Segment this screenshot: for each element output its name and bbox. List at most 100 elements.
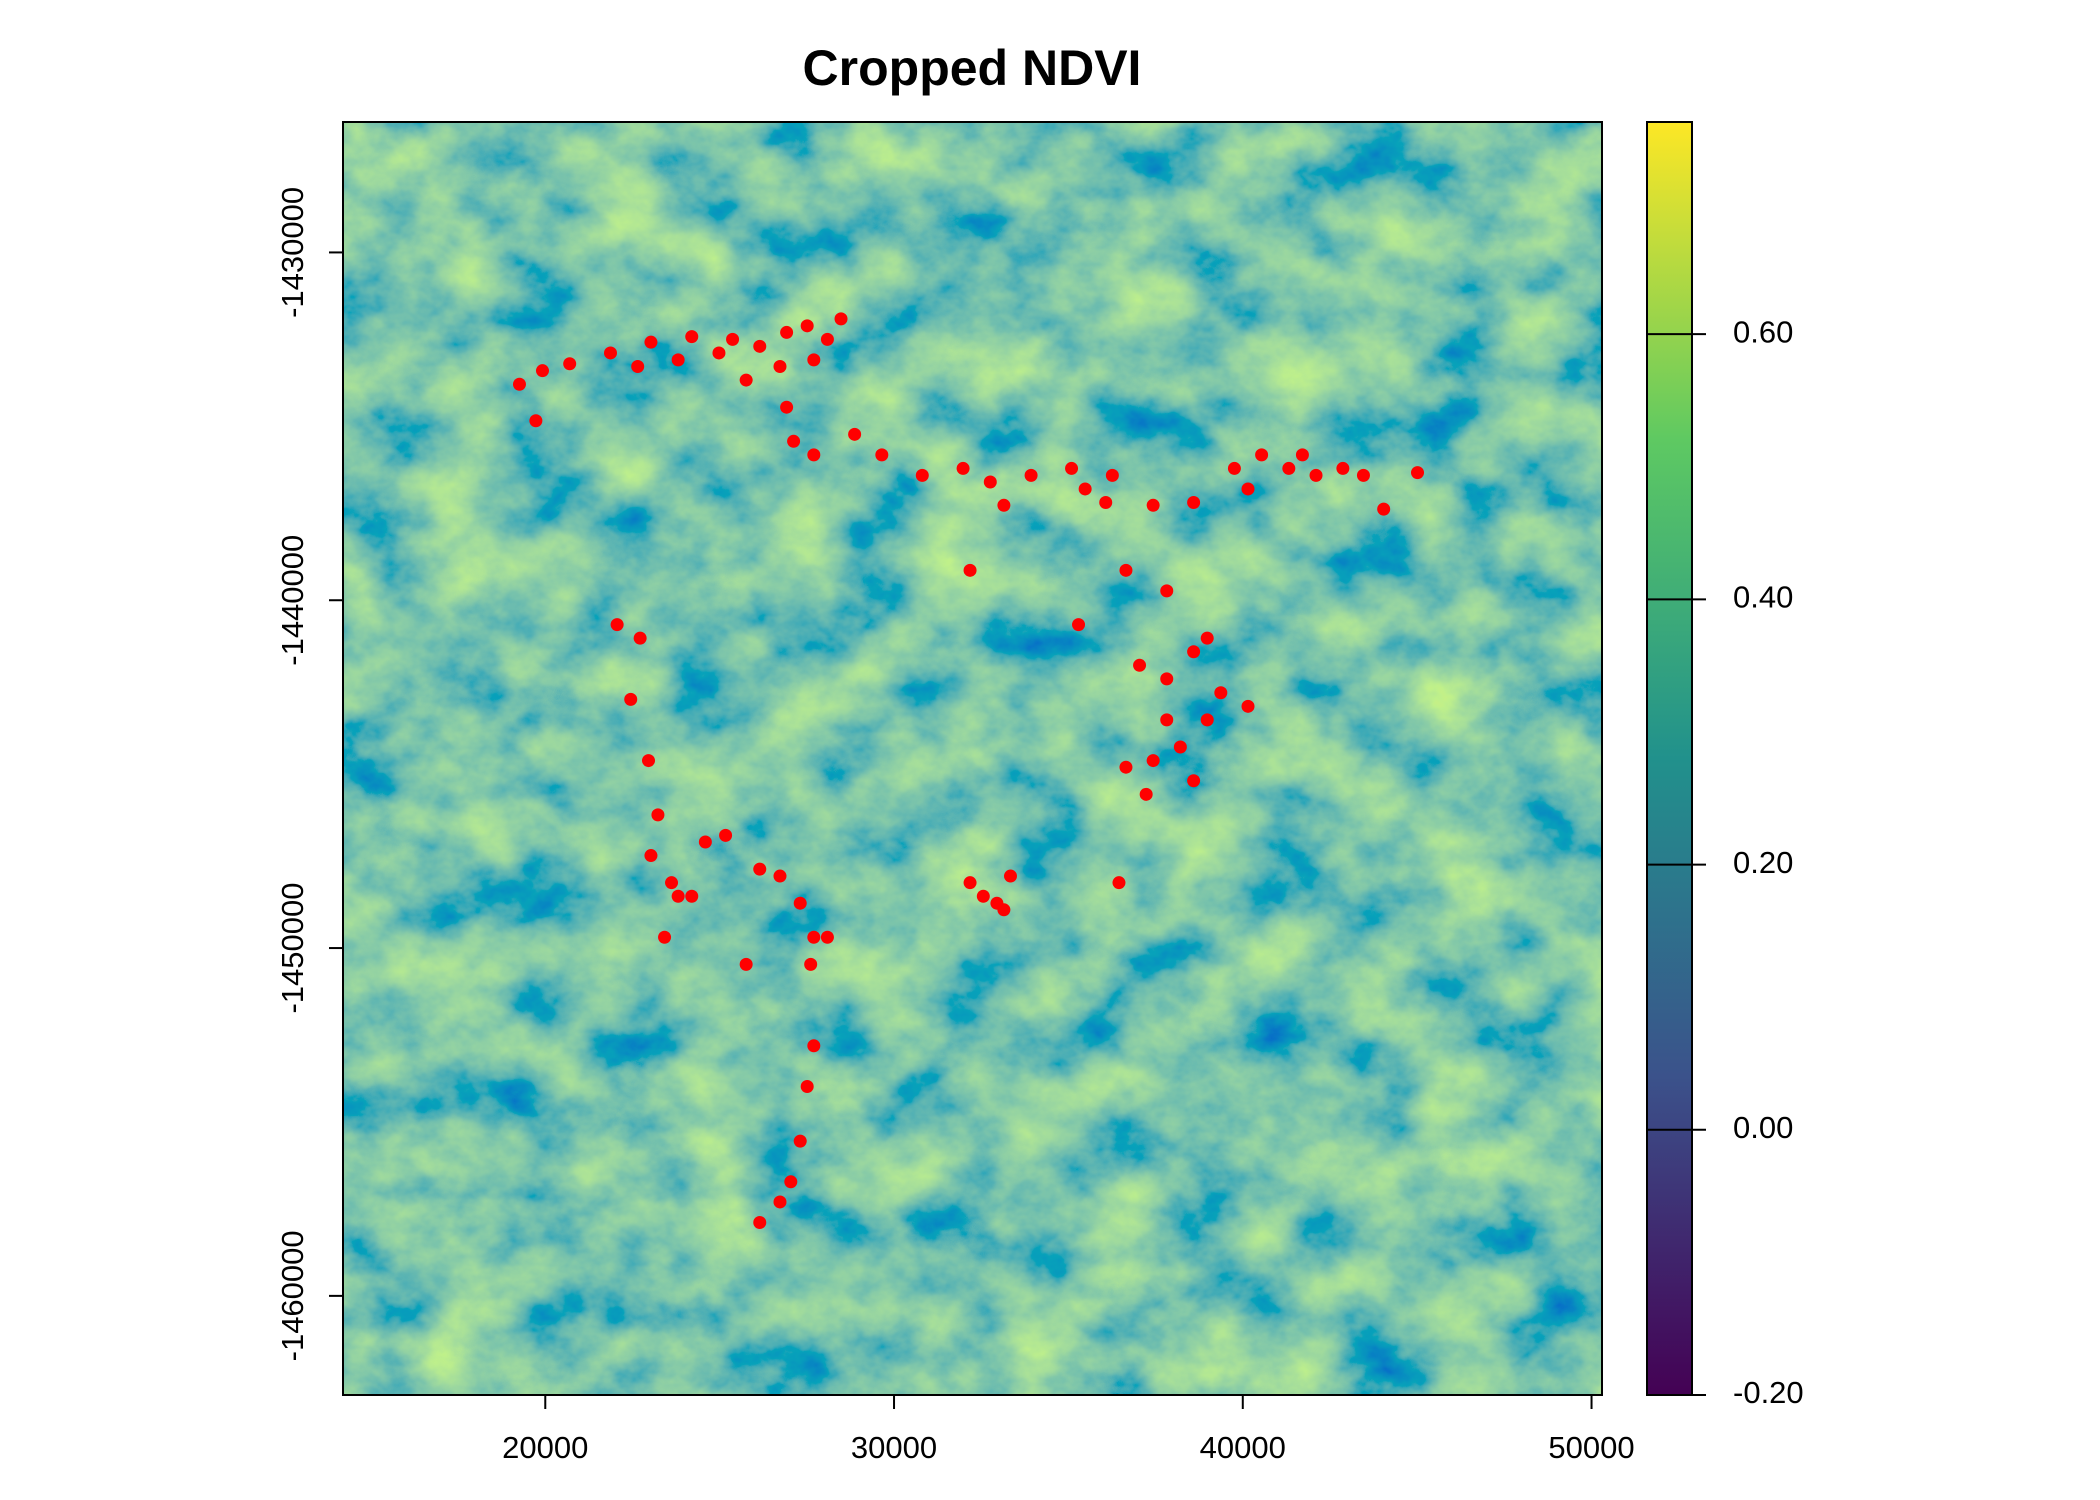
point xyxy=(1146,754,1160,768)
point xyxy=(780,325,794,339)
point xyxy=(1309,468,1323,482)
point xyxy=(1139,787,1153,801)
point xyxy=(726,332,740,346)
point xyxy=(1377,502,1391,516)
point xyxy=(642,754,656,768)
point xyxy=(915,468,929,482)
colorbar-tick-label: 0.20 xyxy=(1733,845,1793,880)
point xyxy=(800,319,814,333)
points xyxy=(512,312,1425,1229)
chart-title: Cropped NDVI xyxy=(803,40,1142,96)
point xyxy=(793,896,807,910)
colorbar-tick-label: -0.20 xyxy=(1733,1375,1804,1410)
point xyxy=(753,339,767,353)
point xyxy=(784,1175,798,1189)
point xyxy=(685,330,699,344)
y-tick-label: -1430000 xyxy=(275,187,310,318)
point xyxy=(1200,631,1214,645)
point xyxy=(535,364,549,378)
point xyxy=(963,876,977,890)
x-tick-label: 40000 xyxy=(1200,1430,1286,1465)
point xyxy=(976,889,990,903)
colorbar-tick-label: 0.60 xyxy=(1733,314,1793,349)
colorbar-tick-label: 0.40 xyxy=(1733,580,1793,615)
point xyxy=(671,353,685,367)
point xyxy=(658,930,672,944)
point xyxy=(773,1195,787,1209)
point xyxy=(1187,774,1201,788)
point xyxy=(780,400,794,414)
point xyxy=(739,373,753,387)
point xyxy=(1282,461,1296,475)
point xyxy=(1160,713,1174,727)
point xyxy=(1160,672,1174,686)
point xyxy=(983,475,997,489)
point xyxy=(1112,876,1126,890)
point xyxy=(651,808,665,822)
point xyxy=(1214,686,1228,700)
point xyxy=(1411,466,1425,480)
point xyxy=(1099,496,1113,510)
point xyxy=(1241,699,1255,713)
x-tick-label: 20000 xyxy=(502,1430,588,1465)
y-tick-label: -1450000 xyxy=(275,883,310,1014)
point xyxy=(875,448,889,462)
point xyxy=(665,876,679,890)
point xyxy=(1024,468,1038,482)
raster xyxy=(343,122,1602,1395)
point xyxy=(1187,645,1201,659)
point xyxy=(633,631,647,645)
point xyxy=(1119,760,1133,774)
point xyxy=(804,957,818,971)
point xyxy=(1146,498,1160,512)
point xyxy=(529,414,543,428)
point xyxy=(631,360,645,374)
point xyxy=(963,563,977,577)
point xyxy=(685,889,699,903)
point xyxy=(807,930,821,944)
point xyxy=(1356,468,1370,482)
point xyxy=(719,828,733,842)
point xyxy=(698,835,712,849)
point xyxy=(990,896,1004,910)
raster-texture xyxy=(343,122,1602,1395)
plot-frame xyxy=(342,121,1603,1396)
colorbar xyxy=(1646,121,1693,1396)
point xyxy=(512,377,526,391)
colorbar-tick-label: 0.00 xyxy=(1733,1110,1793,1145)
point xyxy=(787,434,801,448)
point xyxy=(1255,448,1269,462)
point xyxy=(834,312,848,326)
point xyxy=(610,618,624,632)
point xyxy=(563,357,577,371)
y-tick-label: -1440000 xyxy=(275,535,310,666)
point xyxy=(712,346,726,360)
point xyxy=(1173,740,1187,754)
point xyxy=(1004,869,1018,883)
point xyxy=(956,461,970,475)
point xyxy=(603,346,617,360)
point xyxy=(1336,461,1350,475)
point xyxy=(1072,618,1086,632)
point xyxy=(1241,482,1255,496)
y-tick-label: -1460000 xyxy=(275,1230,310,1361)
point xyxy=(807,448,821,462)
point xyxy=(773,869,787,883)
point xyxy=(1295,448,1309,462)
point xyxy=(644,335,658,349)
point xyxy=(820,332,834,346)
point xyxy=(624,692,638,706)
point xyxy=(807,1039,821,1053)
point xyxy=(773,360,787,374)
point xyxy=(997,498,1011,512)
point xyxy=(1065,461,1079,475)
point xyxy=(753,862,767,876)
point xyxy=(800,1079,814,1093)
point xyxy=(793,1134,807,1148)
point xyxy=(739,957,753,971)
x-tick-label: 30000 xyxy=(851,1430,937,1465)
point xyxy=(1133,658,1147,672)
x-tick-label: 50000 xyxy=(1548,1430,1634,1465)
